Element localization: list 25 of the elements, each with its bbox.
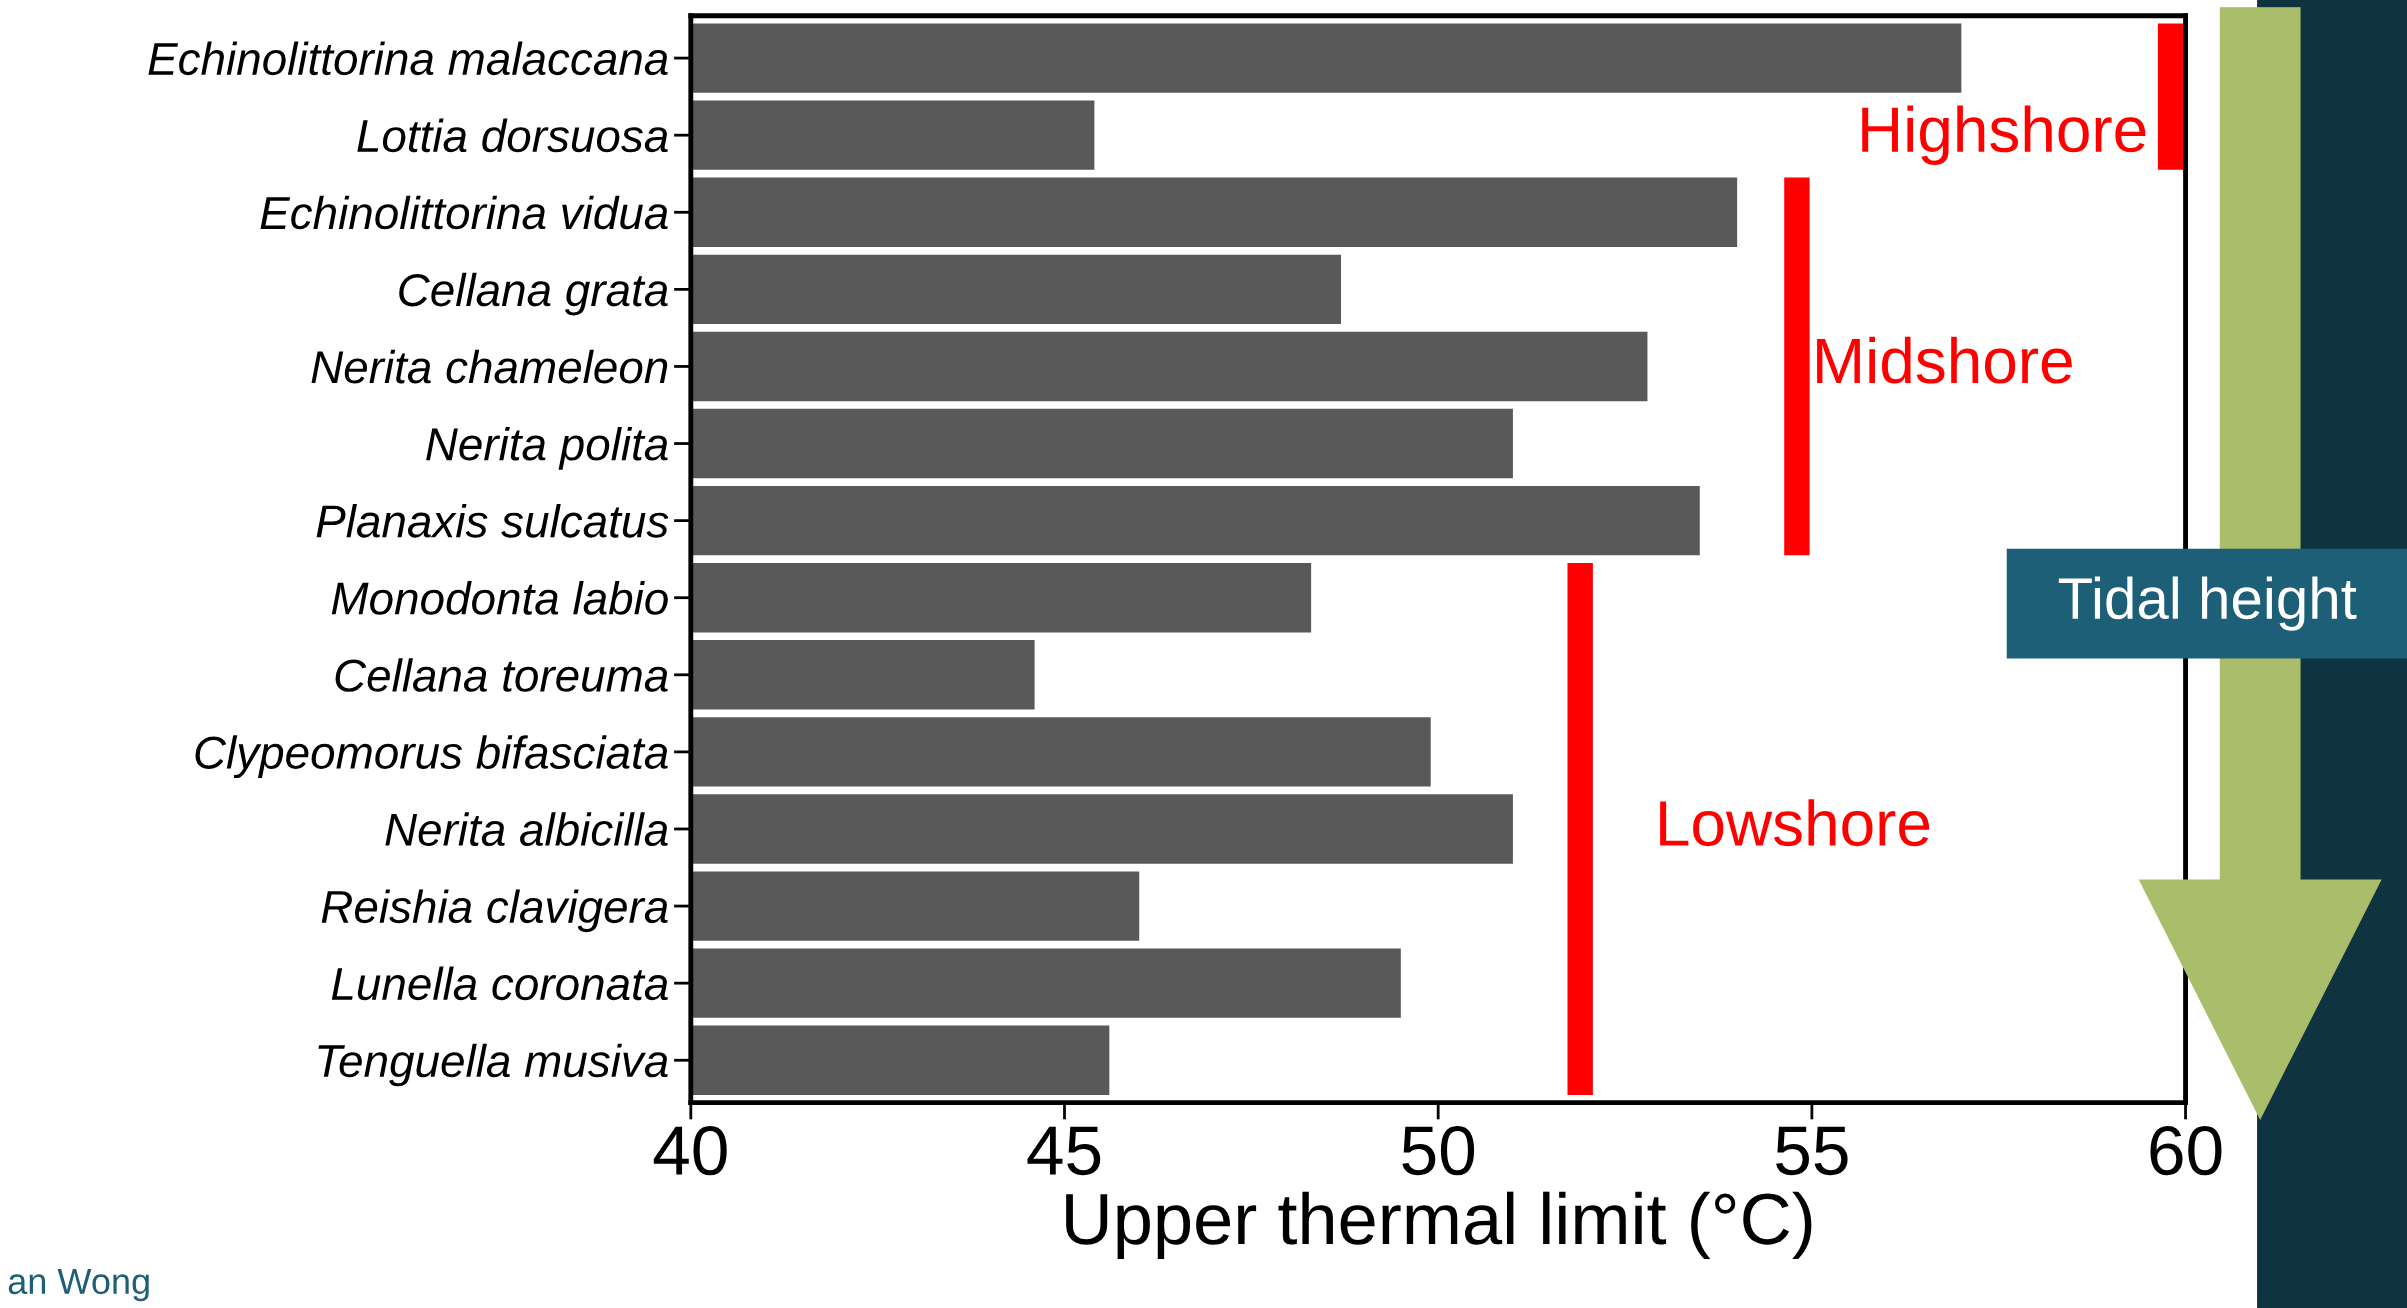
annotation: Tidal height	[2058, 576, 2357, 631]
x-tick-label: 55	[1776, 1126, 1848, 1176]
annotation: Lowshore	[1660, 799, 1930, 847]
y-tick-label: Nerita albicilla	[385, 812, 668, 847]
y-tick-label: Nerita chameleon	[311, 349, 668, 384]
y-tick-label: Clypeomorus bifasciata	[195, 735, 668, 779]
y-tick-label: Echinolittorina vidua	[260, 195, 668, 230]
text: an Wong	[8, 1268, 149, 1302]
x-tick-label: 45	[1027, 1126, 1101, 1176]
y-tick-label: Monodonta labio	[331, 581, 668, 615]
y-tick-label: Cellana grata	[399, 272, 668, 316]
y-tick-label: Cellana toreuma	[335, 658, 668, 692]
y-tick-label: Nerita polita	[426, 426, 668, 470]
x-tick-label: 50	[1402, 1126, 1475, 1176]
y-tick-label: Reishia clavigera	[321, 889, 668, 933]
x-axis-title: Upper thermal limit (°C)	[1066, 1191, 1812, 1260]
annotation: Highshore	[1862, 105, 2146, 165]
x-tick-label: 40	[653, 1126, 727, 1176]
x-tick-label: 60	[2150, 1126, 2222, 1176]
y-tick-label: Lunella coronata	[331, 966, 668, 1001]
y-tick-label: Lottia dorsuosa	[357, 118, 668, 153]
y-tick-label: Echinolittorina malaccana	[148, 41, 668, 76]
annotation: Midshore	[1817, 336, 2072, 384]
y-tick-label: Planaxis sulcatus	[316, 504, 669, 538]
y-tick-label: Tenguella musiva	[318, 1043, 668, 1087]
